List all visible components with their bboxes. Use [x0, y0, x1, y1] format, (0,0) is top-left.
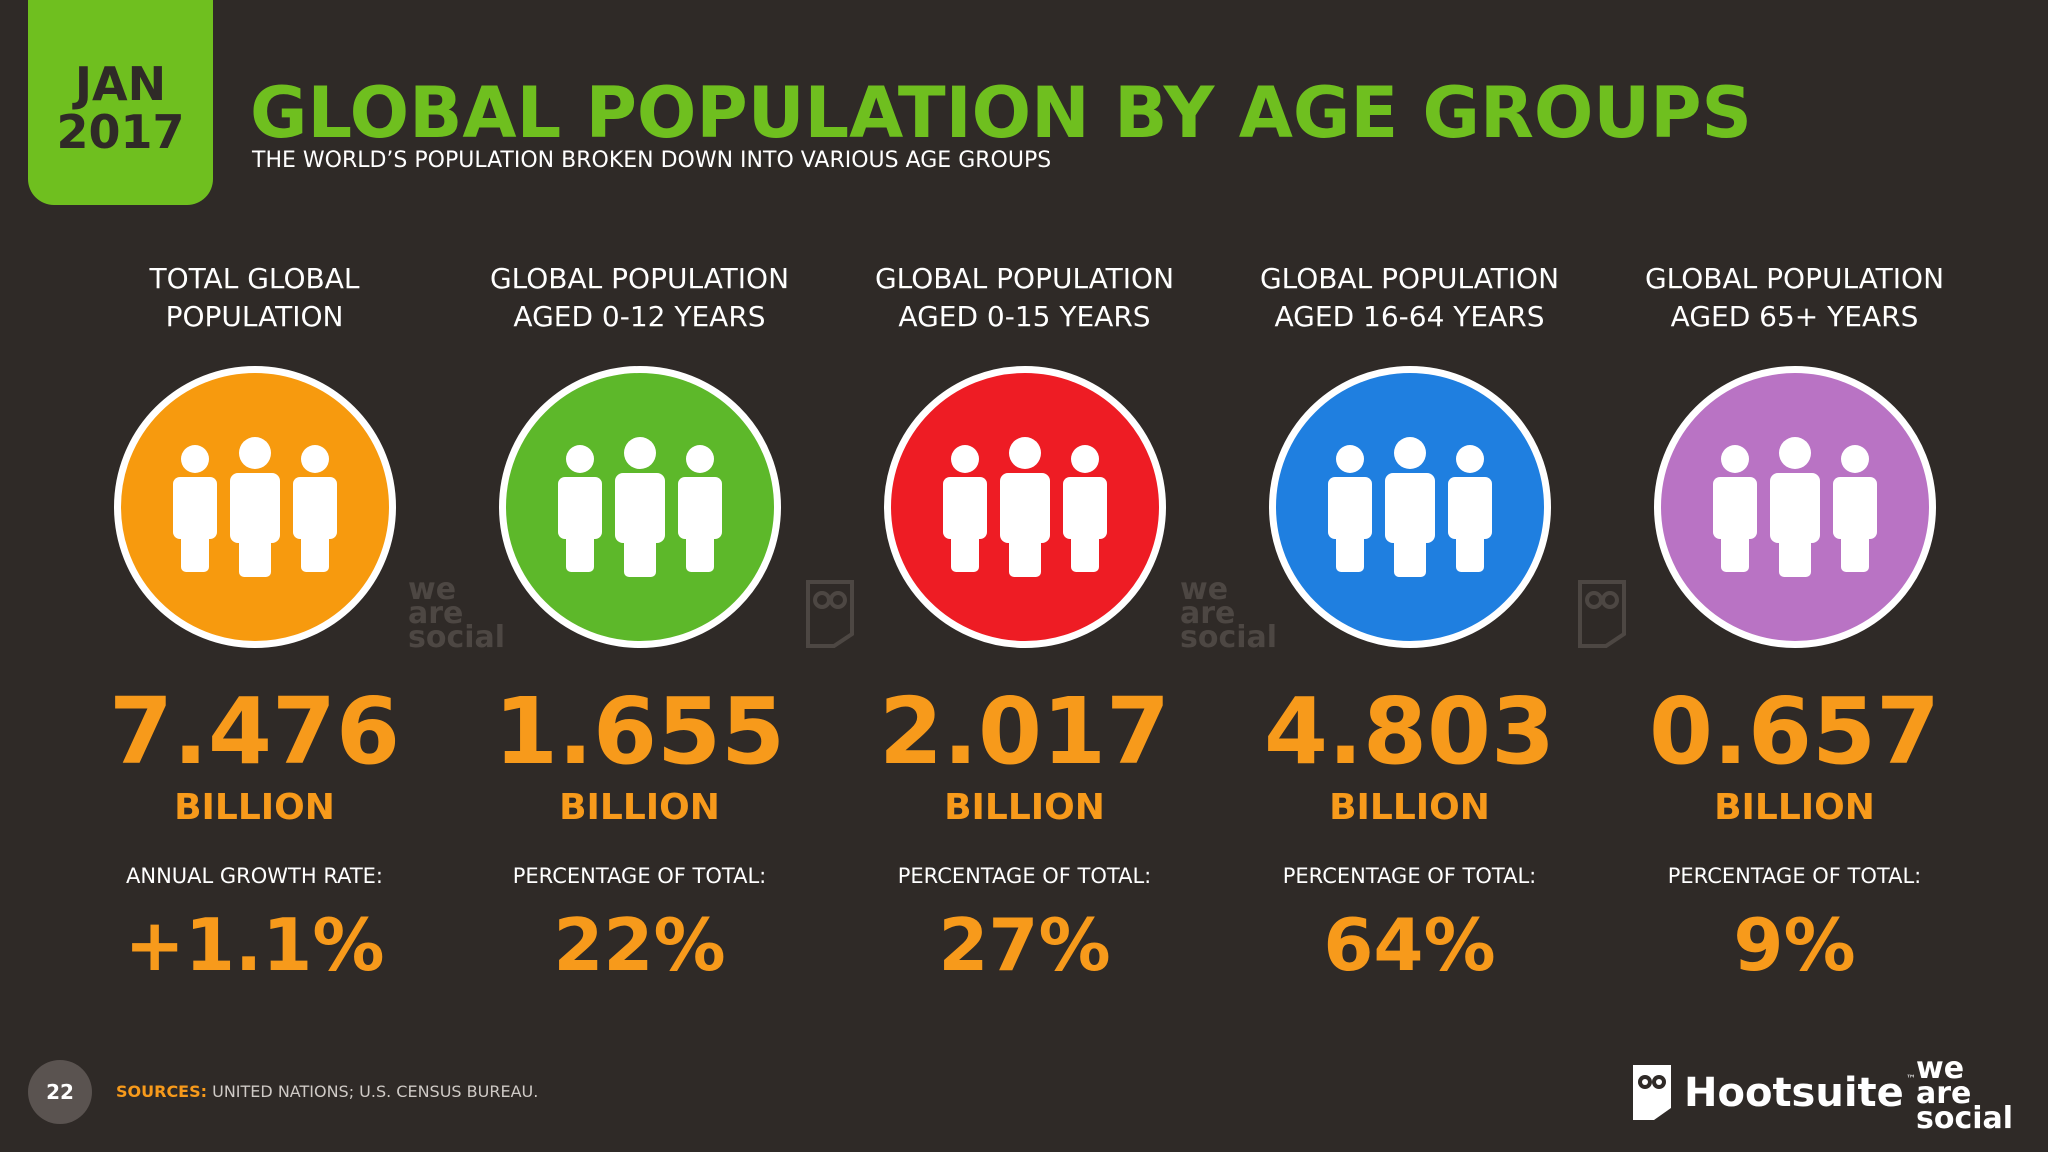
stat-circle [1653, 366, 1936, 648]
stat-circle [883, 366, 1166, 648]
stat-circle [113, 366, 396, 648]
stat-label-line1: GLOBAL POPULATION [1259, 262, 1560, 295]
metric-label: PERCENTAGE OF TOTAL: [1667, 864, 1922, 888]
metric-label: PERCENTAGE OF TOTAL: [897, 864, 1152, 888]
metric-value: +1.1% [124, 903, 385, 987]
we-are-social-watermark: we are social [1180, 572, 1278, 655]
page-number: 22 [28, 1060, 92, 1124]
metric-value: 27% [938, 903, 1111, 987]
stat-value: 4.803 [1263, 678, 1555, 785]
stat-column-aged-65-plus: GLOBAL POPULATION AGED 65+ YEARS 0.657 B… [1602, 260, 1987, 981]
date-year: 2017 [56, 104, 185, 159]
sources-label: SOURCES: [116, 1082, 208, 1101]
people-group-icon [172, 437, 337, 577]
page-subtitle: THE WORLD’S POPULATION BROKEN DOWN INTO … [252, 148, 1052, 173]
stat-label: GLOBAL POPULATION AGED 16-64 YEARS [1217, 260, 1602, 340]
stat-value: 0.657 [1648, 678, 1940, 785]
stat-label: GLOBAL POPULATION AGED 65+ YEARS [1602, 260, 1987, 340]
we-are-social-logo: we are social [1916, 1051, 2014, 1136]
stat-unit: BILLION [1714, 787, 1875, 828]
people-group-icon [1712, 437, 1877, 577]
sources-text: UNITED NATIONS; U.S. CENSUS BUREAU. [212, 1082, 539, 1101]
stat-label-line1: TOTAL GLOBAL [149, 262, 360, 295]
metric-value: 64% [1323, 903, 1496, 987]
people-group-icon [1327, 437, 1492, 577]
we-are-social-watermark: we are social [408, 572, 506, 655]
stat-label-line1: GLOBAL POPULATION [874, 262, 1175, 295]
hootsuite-logo: Hootsuite ™ [1630, 1060, 1916, 1126]
stat-circle [498, 366, 781, 648]
stat-label-line1: GLOBAL POPULATION [1644, 262, 1945, 295]
people-group-icon [942, 437, 1107, 577]
hootsuite-owl-icon [1633, 1065, 1671, 1120]
metric-value: 9% [1733, 903, 1856, 987]
stat-unit: BILLION [174, 787, 335, 828]
stat-value: 2.017 [878, 678, 1170, 785]
hootsuite-brand: Hootsuite [1684, 1070, 1904, 1116]
date-month: JAN [74, 56, 167, 111]
people-group-icon [557, 437, 722, 577]
trademark-mark: ™ [1905, 1074, 1916, 1085]
page-title: GLOBAL POPULATION BY AGE GROUPS [250, 72, 1752, 154]
stat-value: 7.476 [108, 678, 400, 785]
stat-label: GLOBAL POPULATION AGED 0-12 YEARS [447, 260, 832, 340]
metric-label: PERCENTAGE OF TOTAL: [512, 864, 767, 888]
metric-value: 22% [553, 903, 726, 987]
stat-label-line2: AGED 0-12 YEARS [513, 300, 766, 333]
metric-label: PERCENTAGE OF TOTAL: [1282, 864, 1537, 888]
stat-unit: BILLION [1329, 787, 1490, 828]
stat-label-line2: POPULATION [165, 300, 344, 333]
stat-column-aged-16-64: GLOBAL POPULATION AGED 16-64 YEARS 4.803… [1217, 260, 1602, 981]
sources-line: SOURCES: UNITED NATIONS; U.S. CENSUS BUR… [116, 1082, 538, 1101]
stat-label: TOTAL GLOBAL POPULATION [62, 260, 447, 340]
stat-column-total: TOTAL GLOBAL POPULATION 7.476 BILLION AN… [62, 260, 447, 981]
stat-label-line1: GLOBAL POPULATION [489, 262, 790, 295]
date-badge: JAN 2017 [28, 0, 213, 205]
metric-label: ANNUAL GROWTH RATE: [126, 864, 383, 888]
stat-label-line2: AGED 65+ YEARS [1670, 300, 1919, 333]
stat-column-aged-0-12: GLOBAL POPULATION AGED 0-12 YEARS 1.655 … [447, 260, 832, 981]
stat-label-line2: AGED 16-64 YEARS [1274, 300, 1545, 333]
stat-label: GLOBAL POPULATION AGED 0-15 YEARS [832, 260, 1217, 340]
stat-column-aged-0-15: GLOBAL POPULATION AGED 0-15 YEARS 2.017 … [832, 260, 1217, 981]
stat-unit: BILLION [944, 787, 1105, 828]
owl-watermark-icon [806, 580, 854, 648]
stat-label-line2: AGED 0-15 YEARS [898, 300, 1151, 333]
stat-value: 1.655 [493, 678, 785, 785]
owl-watermark-icon [1578, 580, 1626, 648]
stat-circle [1268, 366, 1551, 648]
stat-unit: BILLION [559, 787, 720, 828]
